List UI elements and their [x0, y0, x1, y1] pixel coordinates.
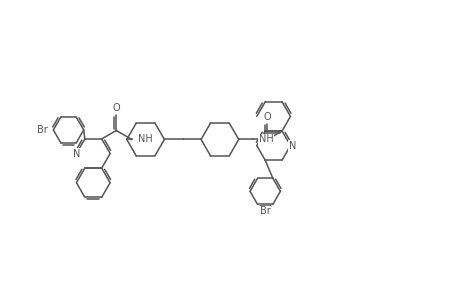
Text: Br: Br — [259, 206, 270, 216]
Text: N: N — [73, 148, 80, 158]
Text: NH: NH — [137, 134, 152, 144]
Text: N: N — [288, 141, 296, 151]
Text: Br: Br — [37, 125, 47, 135]
Text: NH: NH — [258, 134, 273, 144]
Text: O: O — [112, 103, 120, 113]
Text: O: O — [263, 112, 271, 122]
